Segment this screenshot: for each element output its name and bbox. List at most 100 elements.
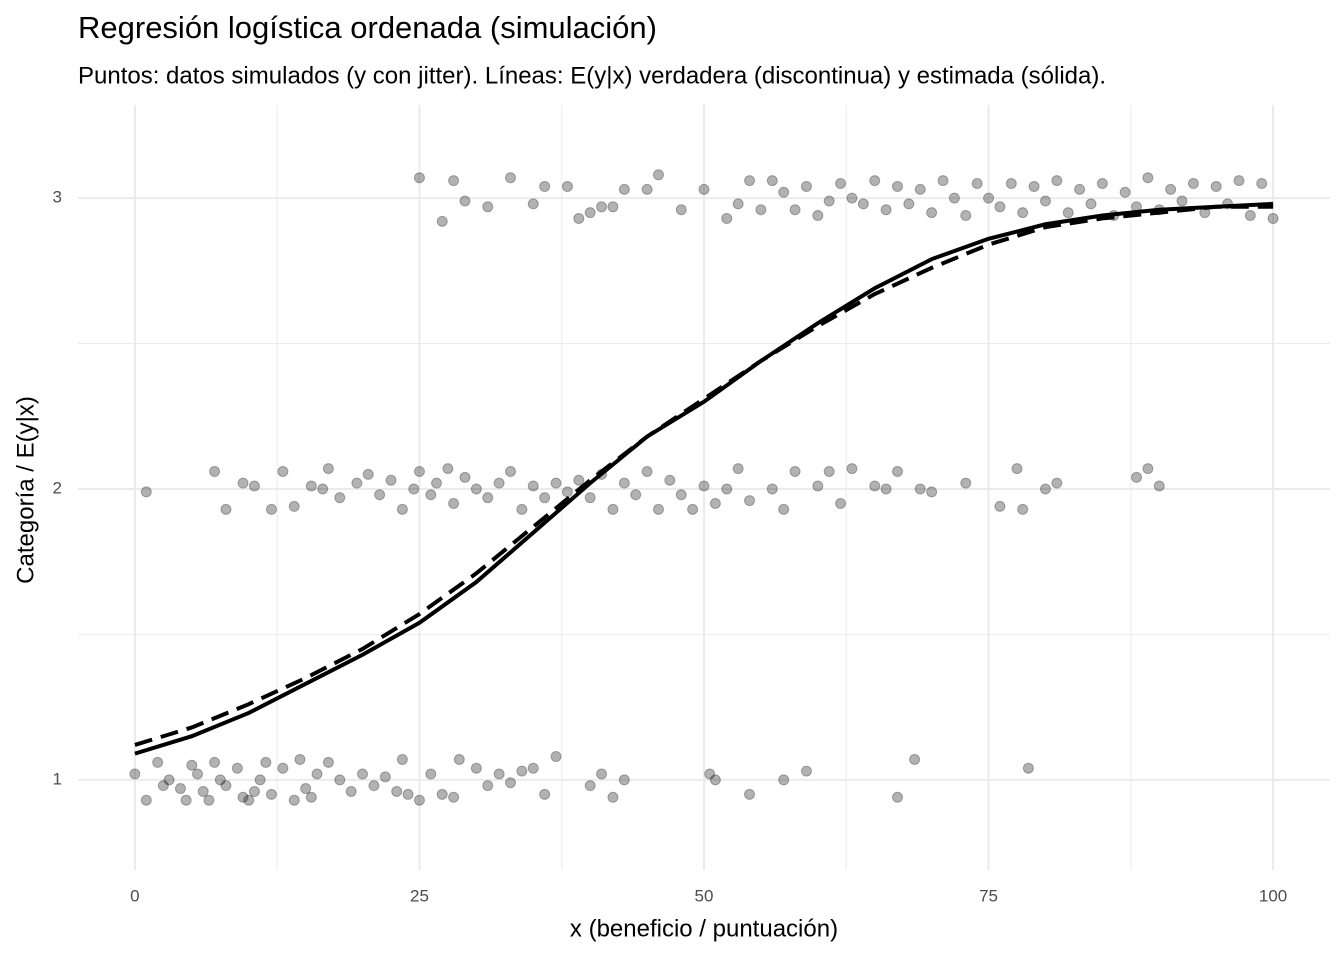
data-point [203, 794, 215, 806]
data-point [732, 463, 744, 475]
data-point [396, 503, 408, 515]
data-point [1074, 183, 1086, 195]
data-point [766, 483, 778, 495]
data-point [926, 486, 938, 498]
data-point [618, 774, 630, 786]
data-point [891, 791, 903, 803]
chart-title: Regresión logística ordenada (simulación… [78, 10, 657, 45]
data-point [539, 492, 551, 504]
data-point [1256, 178, 1268, 190]
data-point [322, 756, 334, 768]
data-point [1187, 178, 1199, 190]
data-point [482, 780, 494, 792]
data-point [909, 753, 921, 765]
data-point [1142, 172, 1154, 184]
data-point [704, 768, 716, 780]
data-point [209, 756, 221, 768]
data-point [265, 503, 277, 515]
data-point [362, 468, 374, 480]
data-point [1039, 483, 1051, 495]
data-point [573, 212, 585, 224]
data-point [584, 492, 596, 504]
data-point [413, 466, 425, 478]
x-tick-label: 25 [410, 886, 429, 905]
data-point [744, 175, 756, 187]
data-point [505, 172, 517, 184]
data-point [345, 785, 357, 797]
data-point [846, 463, 858, 475]
data-point [220, 503, 232, 515]
data-point [812, 480, 824, 492]
data-point [698, 183, 710, 195]
data-point [505, 777, 517, 789]
data-point [413, 794, 425, 806]
data-point [379, 771, 391, 783]
data-point [174, 783, 186, 795]
data-point [408, 483, 420, 495]
data-point [277, 466, 289, 478]
data-point [641, 183, 653, 195]
data-point [157, 780, 169, 792]
data-point [317, 483, 329, 495]
data-point [960, 210, 972, 222]
data-point [237, 791, 249, 803]
data-point [436, 215, 448, 227]
data-point [880, 204, 892, 216]
y-axis-title: Categoría / E(y|x) [12, 396, 39, 584]
data-point [391, 785, 403, 797]
data-point [994, 201, 1006, 213]
data-point [778, 186, 790, 198]
data-point [857, 198, 869, 210]
data-point [248, 785, 260, 797]
data-point [789, 204, 801, 216]
data-point [220, 780, 232, 792]
data-point [453, 753, 465, 765]
data-point [1051, 477, 1063, 489]
data-point [163, 774, 175, 786]
data-point [778, 503, 790, 515]
data-point [140, 486, 152, 498]
data-point [994, 500, 1006, 512]
data-point [1267, 212, 1279, 224]
data-point [573, 474, 585, 486]
plot-area [129, 169, 1279, 806]
data-point [516, 503, 528, 515]
data-point [351, 477, 363, 489]
data-point [561, 180, 573, 192]
data-point [322, 463, 334, 475]
data-point [436, 788, 448, 800]
data-point [561, 486, 573, 498]
data-point [687, 503, 699, 515]
data-point [1142, 463, 1154, 475]
data-point [823, 195, 835, 207]
data-point [869, 175, 881, 187]
data-point [584, 780, 596, 792]
data-point [1176, 195, 1188, 207]
data-point [789, 466, 801, 478]
data-point [596, 201, 608, 213]
data-point [305, 791, 317, 803]
data-point [1119, 186, 1131, 198]
data-point [1062, 207, 1074, 219]
data-point [1022, 762, 1034, 774]
data-point [459, 471, 471, 483]
data-point [846, 192, 858, 204]
data-point [607, 201, 619, 213]
data-point [755, 204, 767, 216]
data-point [891, 466, 903, 478]
chart-subtitle: Puntos: datos simulados (y con jitter). … [78, 62, 1106, 89]
data-point [425, 489, 437, 501]
data-point [288, 500, 300, 512]
data-point [914, 183, 926, 195]
data-point [1028, 180, 1040, 192]
x-tick-label: 0 [130, 886, 139, 905]
data-point [493, 768, 505, 780]
data-point [698, 480, 710, 492]
data-point [482, 492, 494, 504]
data-point [983, 192, 995, 204]
data-point [305, 480, 317, 492]
data-point [254, 774, 266, 786]
data-point [664, 474, 676, 486]
data-point [1131, 471, 1143, 483]
